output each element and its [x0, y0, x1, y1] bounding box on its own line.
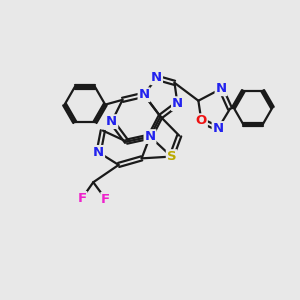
Text: N: N: [172, 97, 183, 110]
Text: N: N: [93, 146, 104, 159]
Text: N: N: [144, 130, 156, 143]
Text: N: N: [139, 88, 150, 101]
Text: N: N: [215, 82, 226, 95]
Text: N: N: [151, 71, 162, 84]
Text: N: N: [212, 122, 224, 135]
Text: S: S: [167, 150, 176, 163]
Text: F: F: [77, 192, 86, 205]
Text: N: N: [106, 115, 117, 128]
Text: O: O: [196, 114, 207, 127]
Text: F: F: [101, 193, 110, 206]
